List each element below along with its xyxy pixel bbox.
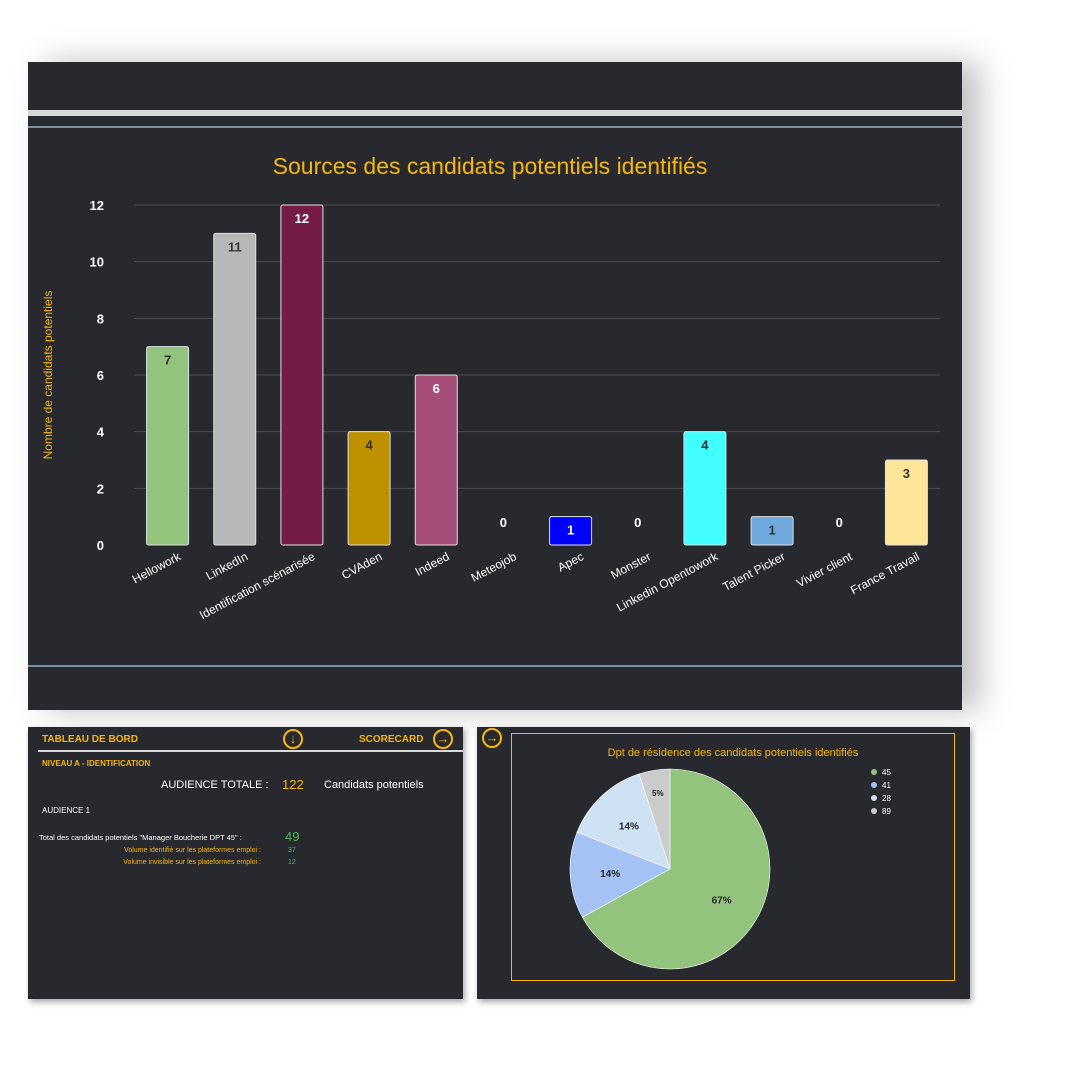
bar <box>347 431 391 546</box>
x-tick-label: Meteojob <box>469 549 519 585</box>
y-tick-label: 2 <box>97 481 104 496</box>
pie-slice-label: 14% <box>619 821 639 832</box>
y-tick-label: 6 <box>97 368 104 383</box>
x-tick-label: Hellowork <box>130 549 184 587</box>
bar-value-label: 11 <box>228 239 242 254</box>
bar-value-label: 0 <box>634 515 641 530</box>
bar <box>213 232 257 546</box>
bottom-divider-thin <box>28 665 962 667</box>
bar-chart-panel: Sources des candidats potentiels identif… <box>28 62 962 710</box>
tableau-de-bord-title: TABLEAU DE BORD <box>42 734 138 745</box>
invisible-volume-label: Volume invisible sur les plateformes emp… <box>123 859 261 866</box>
top-divider <box>28 110 962 116</box>
pie-slice <box>581 768 771 970</box>
level-label: NIVEAU A - IDENTIFICATION <box>42 759 151 768</box>
y-axis-label: Nombre de candidats potentiels <box>41 291 55 460</box>
y-tick-label: 0 <box>97 538 104 553</box>
pie-slice-label: 5% <box>652 789 664 798</box>
bar <box>884 459 928 546</box>
bar-value-label: 4 <box>701 438 709 453</box>
pie-chart: Dpt de résidence des candidats potentiel… <box>569 747 891 970</box>
legend-item: 89 <box>871 807 891 816</box>
scorecard-link[interactable]: SCORECARD <box>359 734 424 745</box>
arrow-right-circle-icon[interactable]: → <box>433 729 453 749</box>
bar-value-label: 0 <box>500 515 507 530</box>
bar <box>414 374 458 546</box>
bar <box>280 204 324 546</box>
bar-chart: Sources des candidats potentiels identif… <box>41 153 940 622</box>
bar-value-label: 12 <box>295 211 309 226</box>
identified-volume-value: 37 <box>288 847 296 854</box>
x-tick-label: France Travail <box>848 549 922 597</box>
bar-value-label: 1 <box>768 523 775 538</box>
top-divider-thin <box>28 126 962 128</box>
x-tick-label: Identification scénarisée <box>197 549 318 622</box>
total-candidates-label: Total des candidats potentiels "Manager … <box>39 833 242 842</box>
x-tick-label: Talent Picker <box>720 549 787 594</box>
audience-1-label: AUDIENCE 1 <box>42 806 91 815</box>
legend-dot <box>871 808 877 814</box>
x-tick-label: Indeed <box>413 549 452 579</box>
identified-volume-label: Volume identifié sur les plateformes emp… <box>124 847 261 854</box>
legend-item: 28 <box>871 794 891 803</box>
legend-label: 45 <box>882 768 891 777</box>
dashboard-panel: TABLEAU DE BORD ↓ SCORECARD → NIVEAU A -… <box>28 727 463 999</box>
y-tick-label: 4 <box>97 425 105 440</box>
legend-dot <box>871 795 877 801</box>
legend-item: 41 <box>871 781 891 790</box>
legend-dot <box>871 782 877 788</box>
chart-title: Sources des candidats potentiels identif… <box>273 153 708 179</box>
bar-value-label: 7 <box>164 353 171 368</box>
invisible-volume-value: 12 <box>288 859 296 866</box>
bar-value-label: 3 <box>903 466 910 481</box>
pie-title: Dpt de résidence des candidats potentiel… <box>608 747 859 759</box>
bar <box>750 516 794 546</box>
bar-value-label: 4 <box>365 438 373 453</box>
legend-label: 41 <box>882 781 891 790</box>
bar <box>549 516 593 546</box>
x-tick-label: CVAden <box>339 549 384 582</box>
x-tick-label: Vivier client <box>794 549 855 590</box>
legend-dot <box>871 769 877 775</box>
pie-slice <box>569 831 671 918</box>
bar <box>683 431 727 546</box>
legend-label: 89 <box>882 807 891 816</box>
legend-item: 45 <box>871 768 891 777</box>
bar-value-label: 0 <box>836 515 843 530</box>
pie-slice-label: 67% <box>712 896 732 907</box>
y-tick-label: 12 <box>90 198 104 213</box>
legend-label: 28 <box>882 794 891 803</box>
bar-value-label: 6 <box>433 381 440 396</box>
bar <box>146 346 190 546</box>
audience-total-unit: Candidats potentiels <box>324 779 424 791</box>
x-tick-label: Monster <box>608 549 653 582</box>
bar-value-label: 1 <box>567 523 574 538</box>
pie-chart-frame: Dpt de résidence des candidats potentiel… <box>511 733 955 981</box>
y-tick-label: 8 <box>97 311 104 326</box>
audience-total-label: AUDIENCE TOTALE : <box>161 779 269 791</box>
arrow-down-circle-icon[interactable]: ↓ <box>283 729 303 749</box>
pie-slice <box>638 768 671 870</box>
total-candidates-value: 49 <box>285 829 300 844</box>
pie-slice-label: 14% <box>600 869 620 880</box>
audience-total-value: 122 <box>282 777 304 792</box>
pie-chart-panel: → Dpt de résidence des candidats potenti… <box>477 727 970 999</box>
arrow-right-circle-icon[interactable]: → <box>482 728 502 748</box>
x-tick-label: Apec <box>555 549 586 574</box>
header-divider <box>38 750 463 752</box>
y-tick-label: 10 <box>90 255 104 270</box>
x-tick-label: LinkedIn <box>204 549 251 583</box>
